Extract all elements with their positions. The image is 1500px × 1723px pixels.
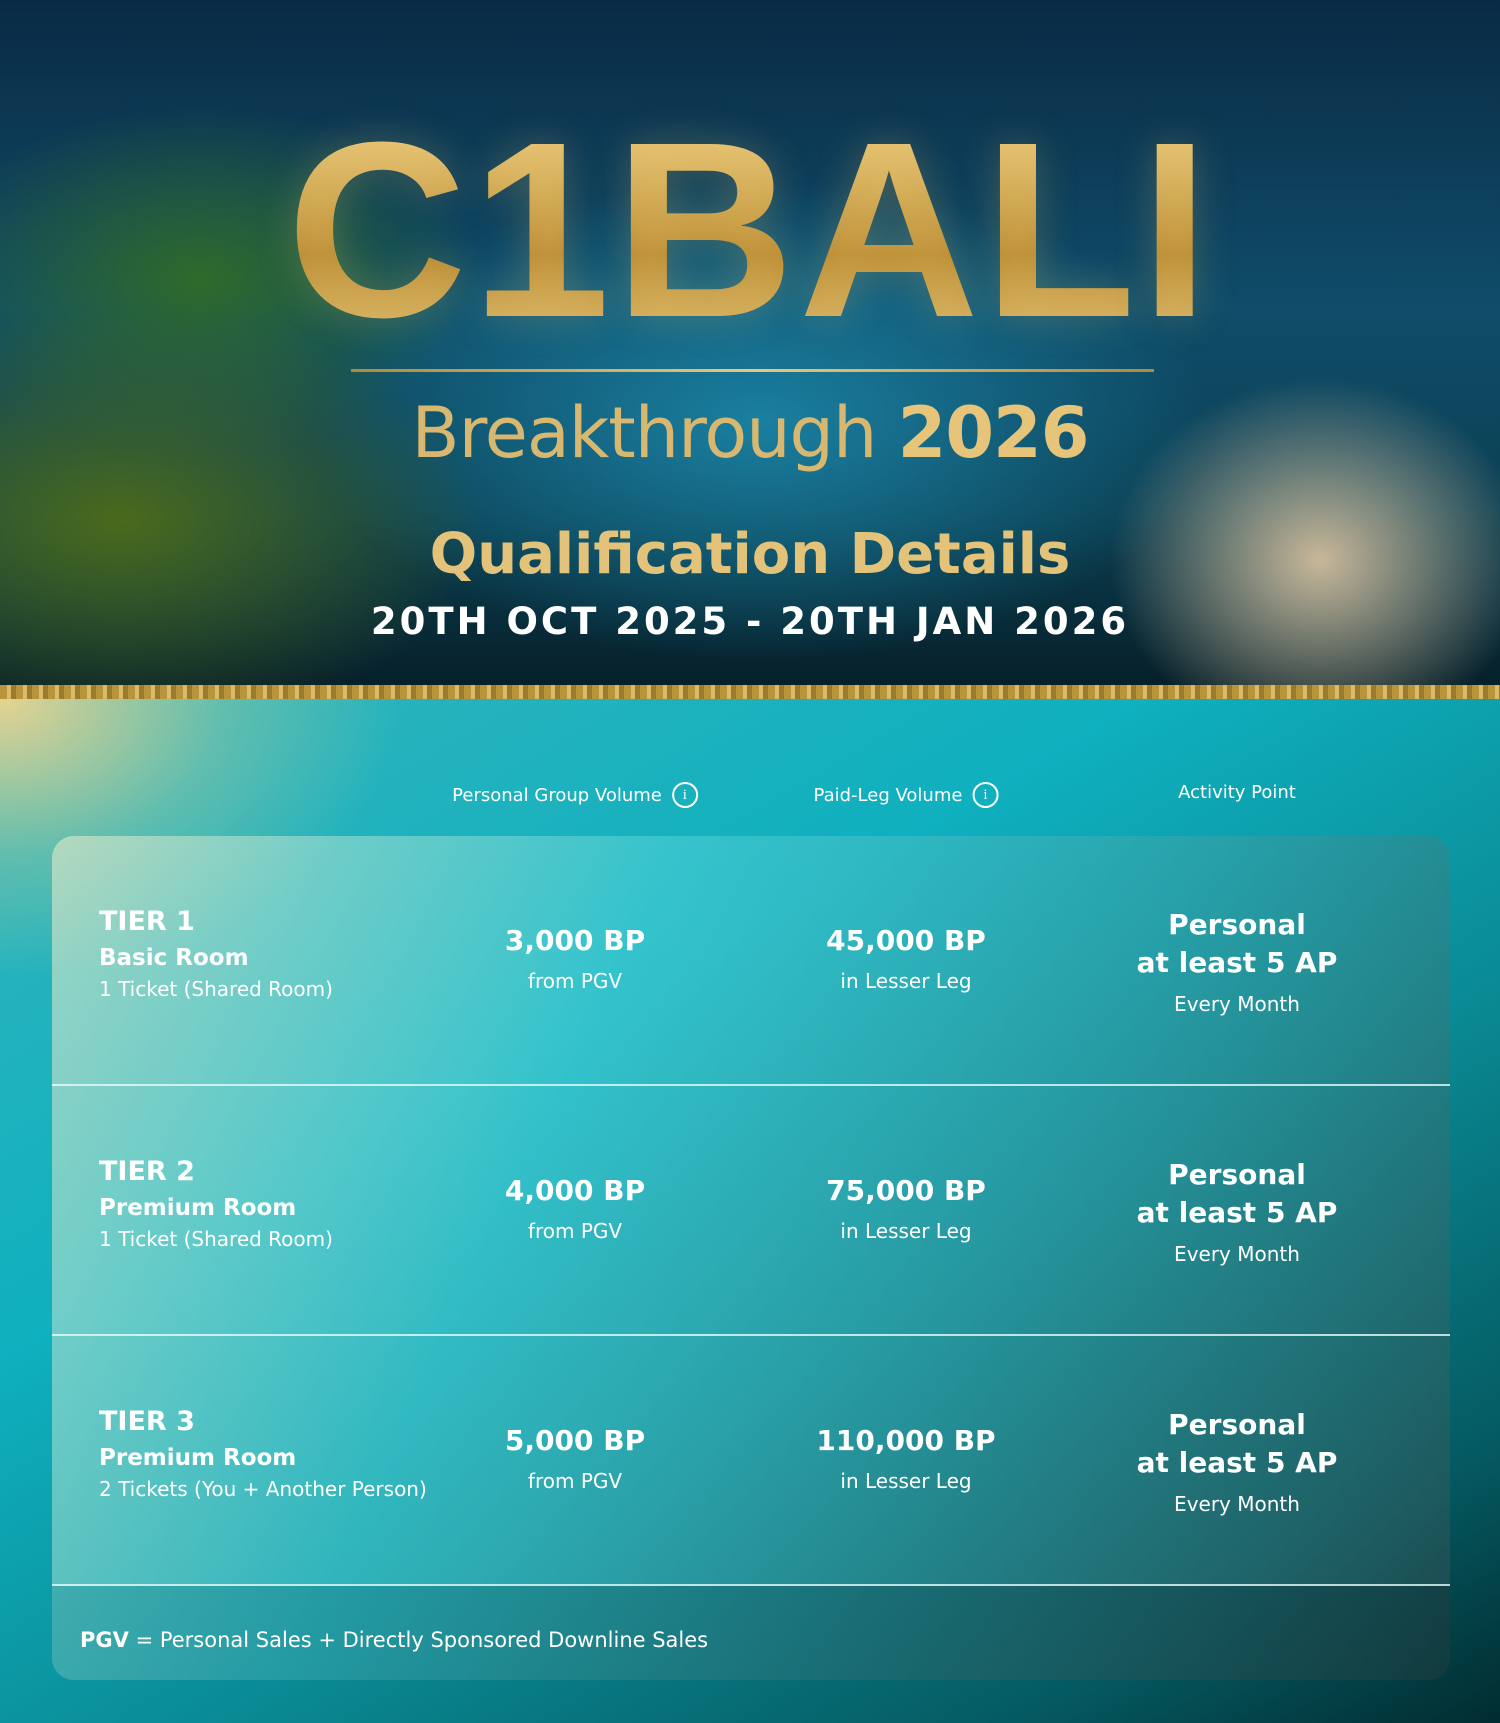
column-header-paid-leg: Paid-Leg Volume i [814, 782, 999, 808]
tickets: 1 Ticket (Shared Room) [99, 977, 333, 1001]
info-icon[interactable]: i [671, 782, 698, 808]
tier-name: TIER 2 [99, 1156, 195, 1187]
leg-value: 45,000 BP [826, 924, 986, 957]
column-header-activity-point: Activity Point [1178, 782, 1296, 803]
tickets: 1 Ticket (Shared Room) [99, 1227, 333, 1251]
gold-divider [0, 685, 1500, 699]
column-header-pgv: Personal Group Volume i [452, 782, 698, 808]
tickets: 2 Tickets (You + Another Person) [99, 1477, 427, 1501]
footnote-background [52, 1586, 1450, 1680]
pgv-value: 3,000 BP [504, 924, 646, 957]
tier-name: TIER 1 [99, 906, 195, 937]
room-type: Premium Room [99, 1195, 297, 1221]
pgv-value: 4,000 BP [504, 1174, 646, 1207]
tier-name: TIER 3 [99, 1406, 195, 1437]
table-row: TIER 1 Basic Room 1 Ticket (Shared Room) 3… [52, 836, 1450, 1086]
room-type: Basic Room [99, 945, 249, 971]
event-logo: C1BALI [0, 105, 1500, 355]
table-row: TIER 2 Premium Room 1 Ticket (Shared Room)… [52, 1086, 1450, 1336]
divider [351, 369, 1154, 372]
event-subtitle: Breakthrough 2026 [411, 392, 1090, 474]
table-row: TIER 3 Premium Room 2 Tickets (You + Anoth… [52, 1336, 1450, 1586]
footnote: PGV = Personal Sales + Directly Sponsore… [80, 1628, 709, 1652]
page-title: Qualification Details [429, 522, 1071, 587]
qualification-dates: 20TH OCT 2025 - 20TH JAN 2026 [370, 600, 1130, 643]
info-icon[interactable]: i [972, 782, 999, 808]
leg-value: 75,000 BP [826, 1174, 986, 1207]
hero-banner: C1BALI Breakthrough 2026 Qualification D… [0, 0, 1500, 685]
leg-value: 110,000 BP [816, 1424, 996, 1457]
room-type: Premium Room [99, 1445, 297, 1471]
qualification-table: TIER 1 Basic Room 1 Ticket (Shared Room) 3… [52, 836, 1450, 1680]
pgv-value: 5,000 BP [504, 1424, 646, 1457]
